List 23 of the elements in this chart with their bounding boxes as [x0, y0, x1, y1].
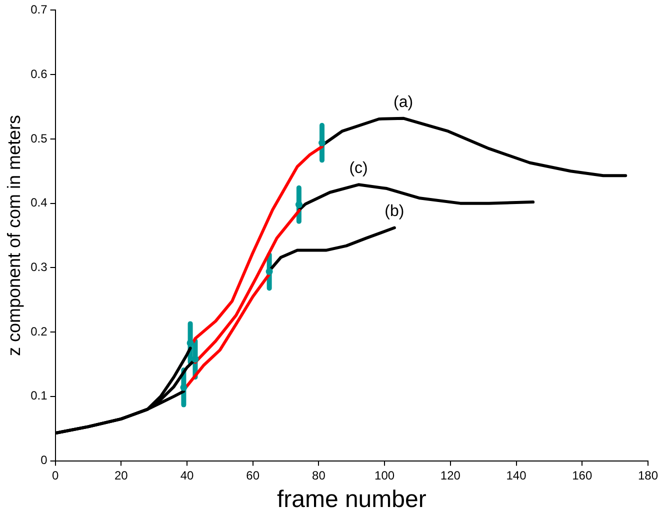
y-tick-label: 0.1: [30, 388, 48, 403]
x-tick-label: 160: [572, 468, 592, 482]
y-tick-label: 0.4: [30, 196, 48, 210]
x-tick-label: 80: [312, 468, 326, 482]
y-tick-label: 0.5: [30, 131, 48, 146]
series-label: (b): [384, 203, 404, 220]
series-label: (c): [349, 160, 368, 178]
x-tick-label: 180: [638, 468, 658, 482]
y-tick-label: 0.2: [30, 324, 48, 338]
x-tick-label: 140: [506, 468, 527, 482]
y-tick-label: 0: [40, 453, 48, 468]
x-tick-label: 120: [440, 468, 461, 482]
x-tick-label: 60: [246, 468, 260, 482]
series-label: (a): [394, 94, 414, 111]
x-tick-label: 0: [52, 468, 59, 482]
x-tick-label: 100: [374, 468, 395, 482]
y-tick-label: 0.3: [30, 260, 48, 274]
x-axis-title: frame number: [276, 486, 426, 514]
x-tick-label: 20: [114, 468, 128, 482]
y-tick-label: 0.7: [30, 2, 48, 17]
y-axis-title: z component of com in meters: [4, 114, 24, 356]
y-tick-label: 0.6: [30, 66, 48, 81]
x-tick-label: 40: [180, 468, 194, 482]
